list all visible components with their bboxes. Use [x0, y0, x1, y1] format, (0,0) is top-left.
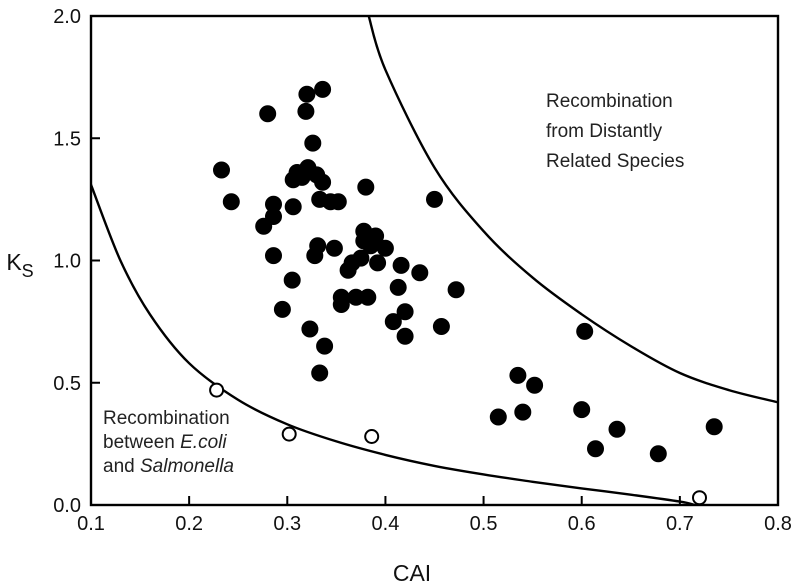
filled-data-point: [311, 364, 329, 382]
upper-boundary-curve: [367, 16, 778, 404]
x-tick-label: 0.2: [175, 513, 203, 535]
boundary-curves: [91, 16, 778, 505]
filled-data-point: [325, 239, 343, 257]
filled-data-point: [392, 256, 410, 274]
lower-annotation-line-2-prefix: between: [103, 432, 180, 453]
open-data-point: [281, 426, 297, 442]
filled-data-point: [329, 193, 347, 211]
lower-annotation-line-3: and Salmonella: [103, 456, 234, 477]
filled-data-point: [332, 296, 350, 313]
filled-data-point: [384, 313, 402, 331]
filled-data-point: [297, 102, 315, 120]
upper-annotation-line-2: from Distantly: [546, 121, 663, 142]
filled-data-point: [222, 193, 240, 211]
upper-region-annotation: Recombination from Distantly Related Spe…: [546, 91, 684, 172]
filled-data-point: [367, 227, 385, 245]
open-data-point: [692, 490, 707, 506]
lower-annotation-salmonella: Salmonella: [140, 456, 234, 477]
filled-data-point: [359, 288, 377, 306]
filled-data-point: [376, 239, 394, 257]
filled-data-point: [526, 376, 544, 394]
filled-data-point: [309, 237, 327, 255]
y-tick-label: 1.0: [53, 251, 81, 273]
y-tick-label: 0.0: [53, 495, 81, 517]
filled-data-point: [298, 85, 316, 103]
y-tick-label: 2.0: [53, 6, 81, 28]
data-points: [209, 80, 723, 506]
y-tick-label: 0.5: [53, 373, 81, 395]
filled-data-point: [514, 403, 532, 421]
filled-data-point: [608, 420, 626, 438]
filled-data-point: [357, 178, 375, 196]
filled-data-point: [304, 134, 322, 152]
filled-data-point: [316, 337, 334, 355]
lower-boundary-curve: [91, 184, 695, 505]
lower-annotation-line-3-prefix: and: [103, 456, 140, 477]
x-axis-label: CAI: [393, 560, 431, 586]
lower-annotation-line-1: Recombination: [103, 408, 230, 429]
filled-data-point: [314, 173, 332, 191]
filled-data-point: [432, 318, 450, 335]
filled-data-point: [411, 264, 429, 282]
y-axis-label: KS: [6, 249, 33, 281]
x-tick-label: 0.8: [764, 513, 792, 535]
y-axis-label-main: K: [6, 249, 22, 275]
filled-data-point: [426, 190, 443, 208]
axis-ticks: 0.1 0.2 0.3 0.4 0.5 0.6 0.7 0.8 0.0 0.5 1.0 1.5 2.0: [53, 6, 792, 535]
filled-data-point: [489, 408, 507, 426]
lower-annotation-line-2: between E.coli: [103, 432, 227, 453]
filled-data-point: [447, 281, 465, 299]
x-tick-label: 0.6: [568, 513, 596, 535]
lower-annotation-ecoli: E.coli: [180, 432, 227, 453]
open-data-point: [209, 382, 225, 398]
filled-data-point: [273, 300, 291, 318]
filled-data-point: [573, 401, 591, 419]
filled-data-point: [705, 418, 723, 436]
filled-data-point: [396, 327, 414, 345]
lower-region-annotation: Recombination between E.coli and Salmone…: [103, 408, 234, 477]
filled-data-point: [259, 105, 277, 123]
filled-data-point: [283, 271, 301, 289]
filled-data-point: [301, 320, 319, 338]
filled-data-point: [649, 445, 667, 463]
x-tick-label: 0.1: [77, 513, 105, 535]
x-tick-label: 0.4: [372, 513, 400, 535]
upper-annotation-line-1: Recombination: [546, 91, 673, 112]
filled-data-point: [369, 254, 387, 272]
filled-data-point: [576, 322, 594, 340]
x-tick-label: 0.7: [666, 513, 694, 535]
y-tick-label: 1.5: [53, 128, 81, 150]
y-axis-label-subscript: S: [22, 261, 34, 281]
open-data-point: [364, 429, 380, 444]
x-tick-label: 0.3: [273, 513, 301, 535]
filled-data-point: [389, 278, 407, 296]
filled-data-point: [314, 80, 332, 98]
x-tick-label: 0.5: [470, 513, 498, 535]
filled-data-point: [352, 249, 370, 267]
filled-data-point: [509, 366, 527, 384]
filled-data-point: [265, 247, 282, 265]
filled-data-point: [284, 198, 302, 216]
upper-annotation-line-3: Related Species: [546, 151, 684, 172]
filled-data-point: [587, 440, 604, 458]
filled-data-point: [265, 208, 282, 225]
filled-data-point: [396, 303, 414, 321]
filled-data-point: [213, 161, 230, 179]
